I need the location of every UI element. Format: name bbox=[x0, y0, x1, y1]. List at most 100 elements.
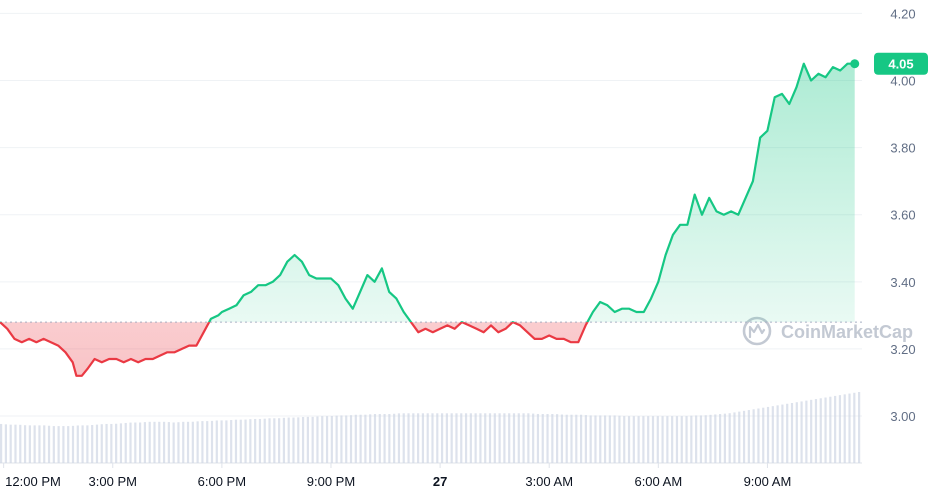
volume-bar bbox=[249, 419, 252, 463]
volume-bar bbox=[632, 416, 635, 463]
volume-bar bbox=[354, 414, 357, 463]
volume-bar bbox=[455, 413, 458, 463]
volume-bar bbox=[532, 413, 535, 463]
x-tick-label: 3:00 AM bbox=[525, 474, 573, 489]
volume-bar bbox=[671, 416, 674, 463]
volume-bar bbox=[517, 413, 520, 463]
volume-bar bbox=[268, 418, 271, 463]
volume-bar bbox=[95, 424, 99, 463]
volume-bar bbox=[201, 421, 204, 463]
volume-bar bbox=[91, 425, 94, 463]
volume-bar bbox=[474, 413, 477, 463]
volume-bar bbox=[541, 414, 544, 463]
volume-bar bbox=[186, 421, 190, 463]
volume-bar bbox=[335, 415, 338, 463]
volume-bar bbox=[129, 422, 132, 463]
price-line bbox=[0, 62, 855, 377]
volume-bar bbox=[618, 415, 621, 463]
volume-bar bbox=[709, 414, 712, 463]
volume-bar bbox=[297, 417, 300, 463]
volume-bar bbox=[225, 420, 228, 463]
volume-bar bbox=[666, 416, 669, 463]
volume-bar bbox=[134, 422, 137, 463]
volume-bar bbox=[278, 418, 281, 463]
volume-bar bbox=[656, 416, 659, 463]
volume-bar bbox=[814, 399, 818, 463]
volume-bar bbox=[565, 414, 568, 463]
volume-bar bbox=[306, 416, 309, 463]
y-tick-label: 4.20 bbox=[890, 6, 915, 21]
volume-bar bbox=[776, 405, 779, 463]
volume-bar bbox=[417, 413, 420, 463]
volume-bar bbox=[747, 410, 750, 463]
volume-bar bbox=[488, 413, 492, 463]
volume-bar bbox=[105, 423, 108, 463]
volume-bar bbox=[345, 415, 348, 463]
volume-bar bbox=[651, 416, 655, 463]
price-area-up bbox=[209, 63, 855, 323]
volume-bar bbox=[503, 413, 506, 463]
volume-bar bbox=[177, 422, 180, 463]
volume-bar bbox=[853, 392, 856, 463]
volume-bar bbox=[81, 425, 84, 463]
volume-bar bbox=[14, 424, 17, 463]
volume-bar bbox=[805, 400, 808, 463]
volume-bar bbox=[397, 413, 401, 463]
volume-bar bbox=[9, 424, 12, 463]
volume-bar bbox=[57, 426, 60, 463]
volume-bar bbox=[834, 395, 837, 463]
volume-bar bbox=[771, 406, 774, 463]
volume-bar bbox=[33, 425, 36, 463]
watermark-text: CoinMarketCap bbox=[781, 322, 913, 342]
volume-bar bbox=[469, 413, 472, 463]
volume-bar bbox=[28, 425, 31, 463]
volume-bar bbox=[4, 424, 7, 463]
volume-bar bbox=[162, 421, 166, 463]
volume-bar bbox=[613, 415, 616, 463]
x-tick-label: 3:00 PM bbox=[89, 474, 137, 489]
x-tick-label: 9:00 PM bbox=[307, 474, 355, 489]
volume-bar bbox=[273, 418, 276, 463]
volume-bar bbox=[52, 426, 55, 463]
price-badge: 4.05 bbox=[874, 52, 928, 75]
volume-bar bbox=[824, 397, 827, 463]
x-tick-label: 6:00 AM bbox=[634, 474, 682, 489]
last-price-dot bbox=[850, 59, 860, 69]
volume-bar bbox=[119, 423, 123, 463]
volume-bar bbox=[704, 415, 707, 463]
volume-bar bbox=[623, 416, 626, 463]
volume-bar bbox=[349, 415, 353, 463]
volume-bar bbox=[215, 420, 218, 463]
volume-bar bbox=[498, 413, 501, 463]
volume-bar bbox=[76, 425, 79, 463]
volume-bar bbox=[292, 417, 295, 463]
volume-bar bbox=[685, 416, 688, 463]
volume-bar bbox=[546, 414, 549, 463]
volume-bar bbox=[287, 417, 290, 463]
x-tick-label: 9:00 AM bbox=[744, 474, 792, 489]
volume-bar bbox=[723, 413, 726, 463]
volume-bar bbox=[790, 402, 794, 463]
volume-bar bbox=[599, 415, 602, 463]
volume-bar bbox=[551, 414, 554, 463]
volume-bar bbox=[493, 413, 496, 463]
price-line-down bbox=[0, 322, 589, 377]
volume-bar bbox=[714, 414, 717, 463]
volume-bar bbox=[239, 419, 242, 463]
volume-bar bbox=[570, 414, 573, 463]
volume-bar bbox=[642, 416, 645, 463]
volume-bar bbox=[695, 415, 698, 463]
y-tick-label: 4.00 bbox=[890, 74, 915, 89]
x-tick-label: 27 bbox=[433, 474, 447, 489]
volume-bar bbox=[316, 416, 319, 463]
x-tick-label: 12:00 PM bbox=[5, 474, 61, 489]
volume-bar bbox=[62, 426, 65, 463]
volume-bar bbox=[742, 410, 746, 463]
volume-bar bbox=[321, 416, 324, 463]
volume-bar bbox=[786, 403, 789, 463]
volume-bar bbox=[191, 421, 194, 463]
y-tick-label: 3.00 bbox=[890, 409, 915, 424]
volume-bar bbox=[67, 426, 70, 463]
volume-bar bbox=[115, 423, 118, 463]
